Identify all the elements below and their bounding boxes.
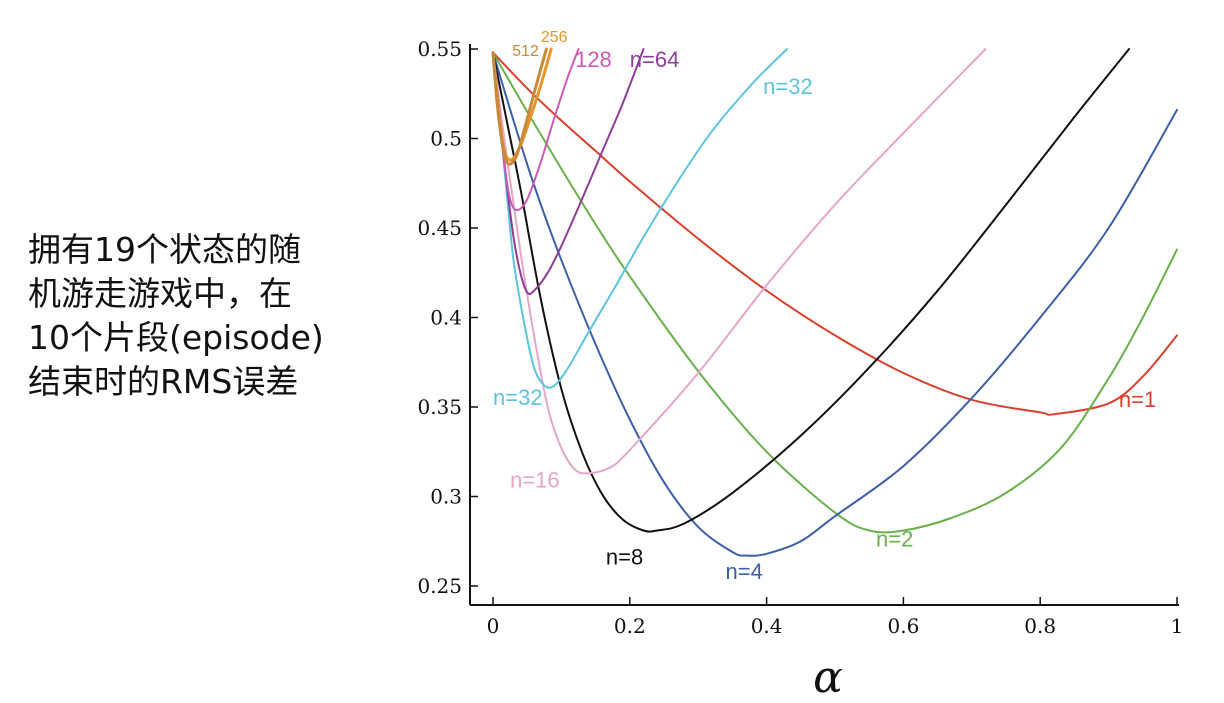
series-label-n-32: n=32 bbox=[763, 74, 813, 99]
series-line-n-64 bbox=[492, 48, 645, 296]
x-tick-label: 0.8 bbox=[1024, 614, 1056, 638]
series-line-n-4 bbox=[492, 51, 1178, 557]
y-tick-label: 0.4 bbox=[430, 306, 462, 330]
y-tick-label: 0.35 bbox=[417, 395, 462, 419]
series-line-n-1 bbox=[492, 51, 1178, 416]
caption-line-2: 机游走游戏中，在 bbox=[28, 274, 292, 313]
x-tick-label: 1 bbox=[1171, 614, 1184, 638]
series-line-n-8 bbox=[492, 48, 1131, 533]
x-tick-label: 0.4 bbox=[751, 614, 783, 638]
x-tick-label: 0.2 bbox=[614, 614, 646, 638]
series-label-n-1: n=1 bbox=[1119, 387, 1156, 412]
caption-line-3: 10个片段(episode) bbox=[28, 318, 324, 357]
series-label-n-4: n=4 bbox=[726, 559, 763, 584]
series-label-n-512: 512 bbox=[512, 43, 539, 60]
series-label-n-64: n=64 bbox=[630, 47, 680, 72]
series-label-n-16: n=16 bbox=[510, 468, 560, 493]
chart-caption: 拥有19个状态的随 机游走游戏中，在 10个片段(episode) 结束时的RM… bbox=[28, 228, 368, 404]
x-tick-label: 0.6 bbox=[887, 614, 919, 638]
series-label-n-32: n=32 bbox=[493, 385, 543, 410]
x-axis-label: α bbox=[813, 652, 843, 703]
y-tick-label: 0.55 bbox=[417, 37, 462, 61]
chart-series-lines bbox=[491, 47, 1178, 557]
caption-line-1: 拥有19个状态的随 bbox=[28, 230, 301, 269]
y-tick-label: 0.25 bbox=[417, 574, 462, 598]
y-tick-label: 0.45 bbox=[417, 216, 462, 240]
series-line-n-2 bbox=[492, 51, 1178, 534]
series-label-n-2: n=2 bbox=[876, 527, 913, 552]
series-label-n-128: 128 bbox=[575, 47, 612, 72]
series-line-n-512 bbox=[491, 47, 548, 166]
series-label-n-8: n=8 bbox=[606, 545, 643, 570]
x-tick-label: 0 bbox=[487, 614, 500, 638]
y-tick-label: 0.5 bbox=[430, 127, 462, 151]
chart-axes: 0.25 0.3 0.35 0.4 0.45 0.5 0.55 0 0.2 0.4 0.6 0.8 1 bbox=[417, 37, 1183, 638]
caption-line-4: 结束时的RMS误差 bbox=[28, 362, 299, 401]
series-line-n-32 bbox=[492, 48, 789, 389]
series-label-n-256: 256 bbox=[541, 29, 568, 46]
y-tick-label: 0.3 bbox=[430, 485, 462, 509]
series-line-n-16 bbox=[492, 48, 987, 475]
